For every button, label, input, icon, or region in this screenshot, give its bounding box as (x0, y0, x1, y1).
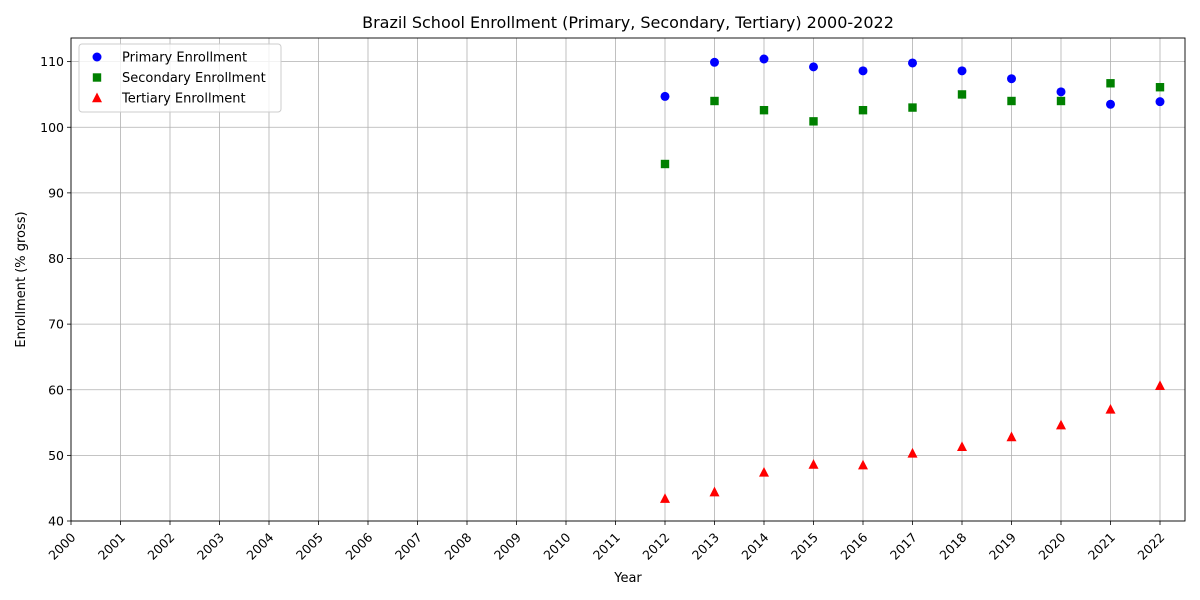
legend-box (78, 43, 282, 113)
legend: Primary Enrollment Secondary Enrollment Te… (78, 43, 282, 113)
triangle-point (1006, 431, 1017, 442)
y-tick-label: 110 (40, 54, 64, 69)
square-point (1106, 79, 1115, 88)
square-point (660, 159, 670, 169)
y-tick-label: 70 (48, 317, 64, 332)
square-point (710, 96, 719, 106)
circle-point (660, 91, 670, 101)
legend-label: Secondary Enrollment (122, 71, 266, 86)
legend-label: Primary Enrollment (122, 51, 247, 66)
legend-square-marker (92, 73, 102, 82)
legend-label: Tertiary Enrollment (121, 92, 246, 107)
y-tick-label: 100 (40, 120, 64, 135)
y-tick-label: 40 (48, 514, 64, 529)
square-point (858, 105, 868, 115)
legend-circle-marker (92, 52, 102, 62)
y-tick-label: 50 (48, 448, 64, 463)
square-point (1007, 96, 1016, 106)
series-tertiary-enrollment (660, 380, 1165, 503)
circle-point (759, 54, 769, 64)
square-point (809, 117, 818, 126)
circle-point (1007, 74, 1016, 84)
triangle-point (759, 466, 769, 477)
circle-point (1056, 87, 1066, 97)
triangle-point (808, 459, 819, 469)
triangle-point (660, 493, 670, 503)
y-axis-label: Enrollment (% gross) (14, 211, 29, 347)
circle-point (710, 57, 719, 67)
square-point (1155, 83, 1165, 92)
triangle-point (1155, 380, 1165, 391)
square-point (957, 90, 967, 99)
triangle-point (1105, 403, 1116, 414)
circle-point (858, 66, 868, 76)
triangle-point (858, 459, 868, 470)
data-points (660, 54, 1165, 503)
y-tick-label: 90 (48, 185, 64, 200)
triangle-point (957, 441, 967, 452)
triangle-point (1056, 419, 1066, 430)
series-primary-enrollment (660, 54, 1165, 109)
circle-point (1106, 99, 1115, 109)
circle-point (1155, 97, 1165, 107)
y-tick-label: 80 (48, 251, 64, 266)
x-axis-label: Year (613, 571, 642, 586)
circle-point (957, 66, 967, 76)
square-point (759, 105, 769, 115)
triangle-point (709, 486, 720, 497)
square-point (1056, 96, 1066, 106)
circle-point (908, 58, 917, 68)
circle-point (809, 62, 818, 72)
square-point (908, 103, 917, 112)
triangle-point (907, 447, 918, 458)
chart-title: Brazil School Enrollment (Primary, Secon… (362, 13, 894, 32)
y-tick-label: 60 (48, 382, 64, 397)
series-secondary-enrollment (660, 79, 1165, 169)
plot-frame (70, 37, 1186, 522)
legend-triangle-marker (92, 92, 102, 103)
